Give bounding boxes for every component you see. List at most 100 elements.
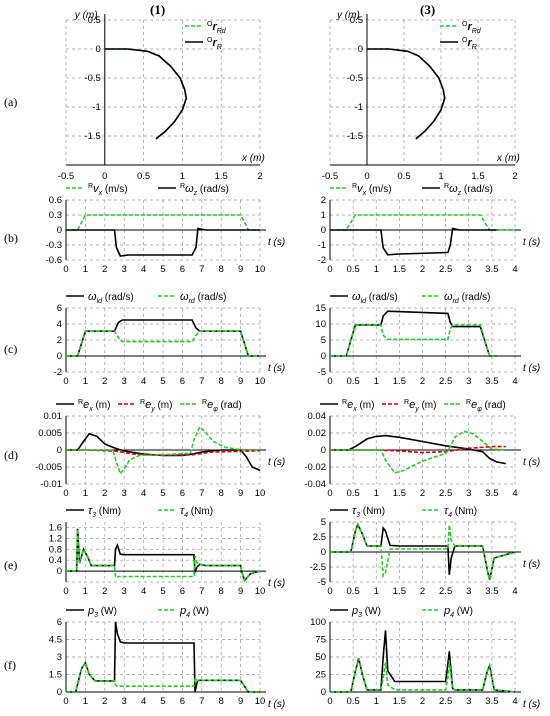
plot-a3-ytick-5: 0.5 [350, 15, 363, 26]
plot-a3-xtick-2: 0.5 [397, 171, 410, 182]
plot-b1-ytick-4: 0.6 [49, 195, 62, 206]
plot-b3-xtick-7: 3.5 [485, 264, 498, 275]
plot-a1: -0.5 0 0.5 1 1.5 2 -1.5 -1 -0.5 0 0.5 x (m) y (m) OrR… [58, 10, 265, 182]
plot-d1-legend-label-2: Reφ (rad) [202, 399, 242, 413]
plot-c1-legend-label-1: ωrd (rad/s) [180, 291, 226, 305]
plot-c3-series-0 [330, 310, 497, 357]
plot-c3-ytick-2: 5 [321, 335, 326, 346]
plot-f1-xtick-2: 2 [102, 696, 107, 707]
plot-f1-xlabel: t (s) [268, 699, 285, 710]
plot-d1-ytick-3: 0.005 [38, 428, 62, 439]
plot-c1-xtick-6: 6 [180, 376, 185, 387]
plot-d1-xlabel: t (s) [268, 457, 285, 468]
plot-e3-xtick-4: 2 [420, 586, 425, 597]
plot-a3-xtick-0: -0.5 [322, 171, 338, 182]
plot-d1-ytick-1: -0.005 [35, 462, 62, 473]
plot-f3: 0 0.5 1 1.5 2 2.5 3 3.5 4 0 25 50 75 100 t (s) p3 (W) p4… [310, 605, 540, 710]
plot-a3-xtick-4: 1.5 [471, 171, 484, 182]
plot-a1-xtick-5: 2 [257, 171, 262, 182]
plot-d3-series-0 [330, 434, 506, 465]
plot-b1-xtick-0: 0 [63, 264, 68, 275]
plot-e1-xtick-9: 9 [238, 586, 243, 597]
plot-c1-xtick-5: 5 [160, 376, 165, 387]
plot-d3-ytick-1: -0.02 [304, 462, 326, 473]
plot-a3-xtick-5: 2 [512, 171, 517, 182]
plot-e3-xtick-6: 3 [466, 586, 471, 597]
plot-b3-xtick-8: 4 [512, 264, 517, 275]
plot-e3-xtick-8: 4 [512, 586, 517, 597]
plot-f3-ytick-4: 100 [310, 617, 326, 628]
plot-e1-xtick-4: 4 [141, 586, 146, 597]
plot-c3-xtick-1: 0.5 [347, 376, 360, 387]
plot-a3-ytick-4: 0 [358, 44, 363, 55]
plot-a1-xtick-3: 1 [180, 171, 185, 182]
plot-a3-xlabel: x (m) [496, 153, 520, 164]
plot-d3-ytick-3: 0.02 [308, 428, 327, 439]
plot-a3-xtick-1: 0 [364, 171, 369, 182]
plot-d1-ytick-4: 0.01 [44, 411, 63, 422]
plot-e1-ytick-3: 0.8 [49, 544, 62, 555]
plot-a1-ytick-4: 0 [96, 44, 101, 55]
plot-e1-xlabel: t (s) [268, 578, 285, 589]
plot-c1-ytick-4: 6 [57, 303, 62, 314]
plot-c3-xtick-7: 3.5 [485, 376, 498, 387]
plot-b1-series-0 [66, 214, 260, 231]
plot-b3-xtick-4: 2 [420, 264, 425, 275]
plot-c3-legend-label-1: ωrd (rad/s) [444, 291, 490, 305]
plot-e1-xtick-8: 8 [219, 586, 224, 597]
plot-c3-legend-label-0: ωld (rad/s) [352, 291, 398, 305]
row-label-c: (c) [4, 342, 18, 356]
plot-d1-xtick-3: 3 [122, 488, 127, 499]
plot-e3-xtick-2: 1 [374, 586, 379, 597]
plot-a3-series-1 [367, 48, 446, 140]
plot-a3-ytick-2: -1 [355, 102, 363, 113]
plot-e3: 0 0.5 1 1.5 2 2.5 3 3.5 4 -5 -2.5 0 2.5 5 t (s) τ3 (Nm)… [310, 505, 541, 597]
plot-b1-xtick-6: 6 [180, 264, 185, 275]
plot-f1-ytick-0: 0 [57, 687, 62, 698]
plot-e1-ytick-4: 1.2 [49, 533, 62, 544]
plot-a3-xtick-3: 1 [438, 171, 443, 182]
plot-a1-ytick-5: 0.5 [88, 15, 101, 26]
plot-a1-xtick-4: 1.5 [215, 171, 228, 182]
row-label-b: (b) [4, 231, 18, 245]
plot-b1-ytick-0: -0.6 [46, 255, 62, 266]
plot-a1-series-0 [104, 48, 188, 140]
plot-f3-xtick-8: 4 [512, 696, 517, 707]
plot-d3-xlabel: t (s) [523, 457, 540, 468]
plot-d1-xtick-7: 7 [199, 488, 204, 499]
plot-b3-xtick-1: 0.5 [347, 264, 360, 275]
plot-e3-legend-label-0: τ3 (Nm) [352, 505, 385, 519]
plot-a1-ytick-1: -1.5 [84, 131, 100, 142]
plot-a1-legend-label-1: OrR [207, 37, 222, 51]
plot-f3-xtick-5: 2.5 [439, 696, 452, 707]
plot-f3-series-1 [330, 658, 516, 693]
plot-c1-xtick-3: 3 [122, 376, 127, 387]
plot-b1-xtick-4: 4 [141, 264, 146, 275]
plot-f3-ytick-1: 25 [315, 670, 326, 681]
plot-e3-xtick-3: 1.5 [393, 586, 406, 597]
plot-b1-xtick-5: 5 [160, 264, 165, 275]
plot-c3-series-1 [330, 324, 497, 357]
plot-d1: 0 1 2 3 4 5 6 7 8 9 10 -0.01 -0.005 0 0.005 0.01 t (s) Re… [35, 399, 285, 499]
plot-b3-legend-label-1: Rωz (rad/s) [444, 183, 493, 197]
plot-f3-ytick-2: 50 [315, 652, 326, 663]
plot-c3-xtick-4: 2 [420, 376, 425, 387]
plot-f1-series-1 [66, 660, 260, 693]
plot-b1-ytick-1: -0.3 [46, 240, 62, 251]
plot-b1-xtick-1: 1 [83, 264, 88, 275]
plot-b3-xtick-5: 2.5 [439, 264, 452, 275]
plot-b3-ytick-4: 2 [321, 195, 326, 206]
plot-e3-xtick-1: 0.5 [347, 586, 360, 597]
plot-f3-legend-label-1: p4 (W) [443, 605, 473, 619]
plot-e1-xtick-7: 7 [199, 586, 204, 597]
plot-a1-xtick-0: -0.5 [58, 171, 74, 182]
plot-d1-xtick-10: 10 [255, 488, 266, 499]
plot-f1-legend-label-0: p3 (W) [87, 605, 117, 619]
plot-b1-ytick-2: 0 [57, 225, 62, 236]
plot-b3-xtick-6: 3 [466, 264, 471, 275]
plot-f1-ytick-1: 1.5 [49, 670, 62, 681]
plot-c1-ytick-1: 0 [57, 351, 62, 362]
plot-a1-xtick-1: 0 [102, 171, 107, 182]
